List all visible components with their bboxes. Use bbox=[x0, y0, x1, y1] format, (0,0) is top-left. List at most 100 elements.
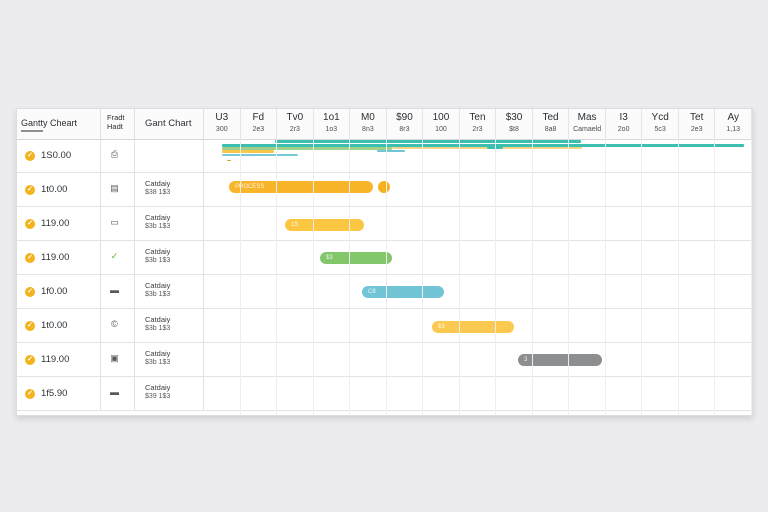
month-sublabel: 8r3 bbox=[399, 126, 410, 133]
printer-icon[interactable]: ⎙ bbox=[110, 149, 119, 159]
grid-icon[interactable]: ▣ bbox=[110, 353, 119, 363]
col3-title: Gant Chart bbox=[145, 118, 192, 129]
status-dot-icon: ✓ bbox=[25, 253, 35, 263]
timeline-tick bbox=[227, 160, 231, 161]
month-header-2[interactable]: Fd 2e3 bbox=[241, 109, 278, 139]
row-name-cell: ✓ 1t0.00 bbox=[17, 309, 101, 342]
month-header-1[interactable]: U3 300 bbox=[204, 109, 241, 139]
task-bar-6-label: $3 bbox=[438, 324, 445, 330]
month-header-15[interactable]: Ay 1,13 bbox=[715, 109, 752, 139]
month-header-4[interactable]: 1o1 1o3 bbox=[314, 109, 351, 139]
milestone-dot[interactable] bbox=[378, 181, 390, 193]
row-category-cell: Catdaiy $3b 1$3 bbox=[135, 241, 204, 274]
status-dot-icon: ✓ bbox=[25, 287, 35, 297]
month-label: Tet bbox=[690, 112, 704, 123]
month-header-10[interactable]: Ted 8a8 bbox=[533, 109, 570, 139]
task-bar-7[interactable]: 3 bbox=[518, 354, 602, 366]
month-header-13[interactable]: Ycd 5c3 bbox=[642, 109, 679, 139]
month-label: Mas bbox=[577, 112, 597, 123]
row-icon-cell: © bbox=[101, 309, 135, 342]
table-row[interactable]: ✓ 1S0.00 ⎙ bbox=[17, 139, 752, 173]
card-icon[interactable]: ▬ bbox=[110, 387, 119, 397]
row-value: 1t0.00 bbox=[41, 184, 68, 195]
table-row[interactable]: ✓ 1t0.00 © Catdaiy $3b 1$3 bbox=[17, 309, 752, 343]
status-dot-icon: ✓ bbox=[25, 355, 35, 365]
timeline-strip-upper bbox=[275, 140, 581, 143]
col2-title-line2: Hadt bbox=[107, 122, 123, 131]
row-category: Catdaiy bbox=[145, 349, 171, 358]
month-header-5[interactable]: M0 8n3 bbox=[350, 109, 387, 139]
col-header-chart[interactable]: Gant Chart bbox=[135, 109, 204, 139]
month-header-6[interactable]: $90 8r3 bbox=[387, 109, 424, 139]
task-bar-4[interactable]: $3 bbox=[320, 252, 392, 264]
month-sublabel: $t8 bbox=[509, 126, 519, 133]
status-dot-icon: ✓ bbox=[25, 185, 35, 195]
grid-line bbox=[714, 139, 716, 415]
col-header-type[interactable]: Fradt Hadt bbox=[101, 109, 135, 139]
row-range: $39 1$3 bbox=[145, 393, 171, 400]
row-name-cell: ✓ 119.00 bbox=[17, 241, 101, 274]
col2-title-line1: Fradt bbox=[107, 113, 125, 122]
timeline-strip-blue-2 bbox=[377, 150, 405, 152]
month-sublabel: 5c3 bbox=[654, 126, 666, 133]
month-label: Ted bbox=[542, 112, 559, 123]
col-title: Gantty Chеart bbox=[21, 118, 78, 128]
table-row[interactable]: ✓ 1f0.00 ▬ Catdaiy $3b 1$3 bbox=[17, 275, 752, 309]
month-label: 1o1 bbox=[323, 112, 340, 123]
timeline-strip-orange bbox=[222, 150, 274, 153]
grid-line bbox=[751, 139, 752, 415]
month-header-11[interactable]: Mas Camaeld bbox=[569, 109, 606, 139]
status-dot-icon: ✓ bbox=[25, 389, 35, 399]
month-sublabel: 8a8 bbox=[544, 126, 557, 133]
table-row[interactable]: ✓ 1t0.00 ▤ Catdaiy $38 1$3 bbox=[17, 173, 752, 207]
card-icon[interactable]: ▬ bbox=[110, 285, 119, 295]
row-name-cell: ✓ 1f0.00 bbox=[17, 275, 101, 308]
grid-line bbox=[677, 139, 679, 415]
grid-line bbox=[276, 139, 278, 415]
month-label: $90 bbox=[396, 112, 413, 123]
col-header-name[interactable]: Gantty Chеart bbox=[17, 109, 101, 139]
task-bar-4-label: $3 bbox=[326, 255, 333, 261]
grid-line bbox=[495, 139, 497, 415]
month-header-8[interactable]: Ten 2r3 bbox=[460, 109, 497, 139]
month-label: $30 bbox=[505, 112, 523, 123]
timeline-strip-main bbox=[222, 144, 744, 147]
grid-line bbox=[349, 139, 351, 415]
table-row[interactable]: ✓ 1f5.90 ▬ Catdaiy $39 1$3 bbox=[17, 377, 752, 411]
month-header-7[interactable]: 100 100 bbox=[423, 109, 460, 139]
table-row[interactable]: ✓ 119.00 ▭ Catdaiy $3b 1$3 bbox=[17, 207, 752, 241]
month-sublabel: 100 bbox=[435, 126, 447, 133]
row-icon-cell: ▣ bbox=[101, 343, 135, 376]
copyright-icon[interactable]: © bbox=[111, 319, 118, 329]
month-sublabel: 8n3 bbox=[362, 126, 374, 133]
task-bar-3-label: 1S bbox=[291, 222, 299, 228]
task-bar-6[interactable]: $3 bbox=[432, 321, 514, 333]
month-header-12[interactable]: I3 2o0 bbox=[606, 109, 643, 139]
row-icon-cell: ▬ bbox=[101, 377, 135, 410]
table-row[interactable]: ✓ 119.00 ▣ Catdaiy $3b 1$3 bbox=[17, 343, 752, 377]
calendar-icon[interactable]: ▤ bbox=[110, 183, 119, 193]
check-icon[interactable]: ✓ bbox=[110, 251, 119, 261]
row-value: 1t0.00 bbox=[41, 320, 68, 331]
month-sublabel: 2r3 bbox=[472, 126, 483, 133]
task-bar-2[interactable]: PROCESS bbox=[229, 181, 373, 193]
month-sublabel: 1,13 bbox=[726, 126, 741, 133]
row-value: 119.00 bbox=[41, 354, 70, 365]
status-dot-icon: ✓ bbox=[25, 151, 35, 161]
table-row[interactable]: ✓ 119.00 ✓ Catdaiy $3b 1$3 bbox=[17, 241, 752, 275]
row-category: Catdaiy bbox=[145, 247, 171, 256]
row-category-cell: Catdaiy $39 1$3 bbox=[135, 377, 204, 410]
month-header-3[interactable]: Tv0 2r3 bbox=[277, 109, 314, 139]
document-icon[interactable]: ▭ bbox=[110, 217, 119, 227]
month-label: Tv0 bbox=[286, 112, 304, 123]
task-bar-3[interactable]: 1S bbox=[285, 219, 364, 231]
month-header-9[interactable]: $30 $t8 bbox=[496, 109, 533, 139]
row-name-cell: ✓ 1t0.00 bbox=[17, 173, 101, 206]
month-label: Ycd bbox=[651, 112, 669, 123]
task-bar-5[interactable]: C8 bbox=[362, 286, 444, 298]
grid-line bbox=[312, 139, 314, 415]
grid-line bbox=[568, 139, 570, 415]
month-header-14[interactable]: Tet 2e3 bbox=[679, 109, 716, 139]
row-value: 1f0.00 bbox=[41, 286, 68, 297]
row-value: 1S0.00 bbox=[41, 150, 72, 161]
